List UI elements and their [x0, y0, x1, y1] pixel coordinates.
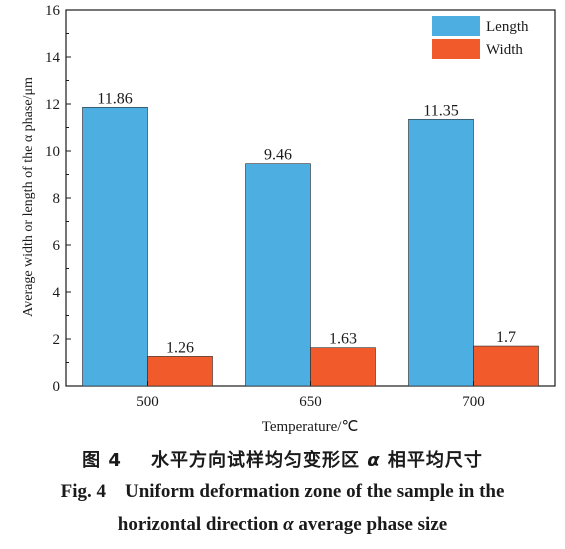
y-tick-label: 4 [53, 285, 61, 301]
data-label: 1.7 [496, 329, 516, 346]
bar-length-500 [82, 106, 148, 387]
bar-width-500 [147, 356, 213, 387]
caption-en-line1: Fig. 4 Uniform deformation zone of the s… [60, 481, 505, 502]
legend-swatch-length [432, 16, 480, 36]
bar-width-650 [310, 347, 376, 387]
caption-cn-alpha: α [367, 450, 381, 471]
data-label: 1.26 [166, 339, 194, 356]
y-tick-label: 2 [53, 332, 61, 348]
figure-caption-english-line2: horizontal direction α average phase siz… [0, 514, 565, 536]
y-tick-label: 14 [45, 50, 61, 66]
y-tick-label: 0 [53, 379, 61, 395]
caption-en-line2-b: average phase size [298, 514, 448, 535]
y-axis-label: Average width or length of the α phase/μ… [21, 77, 36, 317]
bar-chart: 0 2 4 6 8 10 12 14 16 11.86 1.26 500 9.46 1.63 650 11.3… [21, 3, 556, 435]
x-tick-label: 650 [299, 394, 322, 410]
data-label: 1.63 [329, 331, 357, 348]
data-label: 11.86 [97, 90, 132, 107]
legend-swatch-width [432, 39, 480, 59]
bar-length-650 [245, 163, 311, 387]
bar-width-700 [473, 345, 539, 387]
legend-label-length: Length [486, 19, 529, 35]
data-label: 9.46 [264, 147, 292, 164]
legend-label-width: Width [486, 42, 523, 58]
caption-cn-prefix: 图 4 [82, 450, 122, 471]
caption-cn-text-b: 相平均尺寸 [387, 450, 483, 471]
x-axis-label: Temperature/℃ [262, 419, 359, 435]
x-tick-label: 700 [462, 394, 485, 410]
caption-en-alpha: α [283, 514, 294, 535]
caption-en-line2-a: horizontal direction [117, 514, 279, 535]
bar-length-700 [408, 118, 474, 387]
data-label: 11.35 [423, 102, 458, 119]
x-tick-label: 500 [136, 394, 159, 410]
y-tick-label: 16 [45, 3, 61, 19]
y-tick-label: 6 [53, 238, 61, 254]
y-tick-label: 8 [53, 191, 61, 207]
y-tick-label: 12 [45, 97, 60, 113]
figure-caption-english-line1: Fig. 4 Uniform deformation zone of the s… [0, 481, 565, 503]
caption-cn-text-a: 水平方向试样均匀变形区 [150, 450, 360, 471]
y-tick-label: 10 [45, 144, 60, 160]
figure-caption-chinese: 图 4 水平方向试样均匀变形区 α 相平均尺寸 [0, 446, 565, 472]
